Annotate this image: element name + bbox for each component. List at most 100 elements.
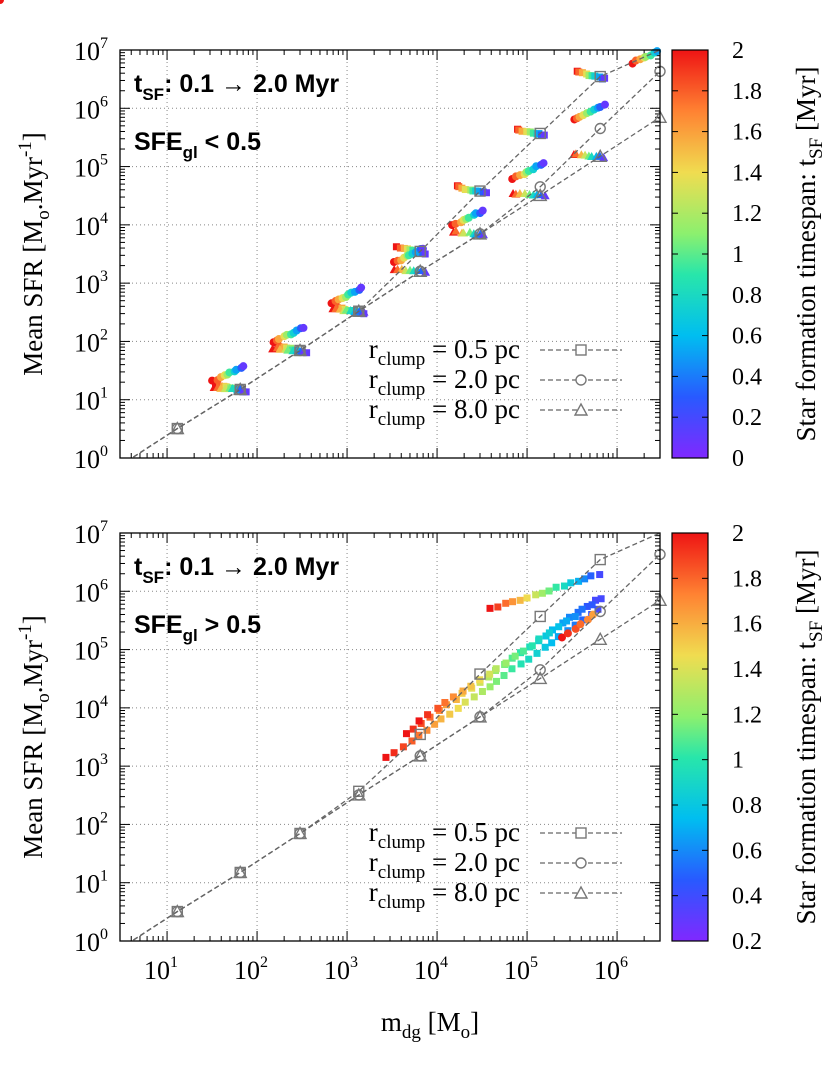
legend-marker-triangle bbox=[573, 402, 589, 416]
sim-point bbox=[545, 629, 553, 637]
series-marker-circle bbox=[594, 122, 606, 135]
sim-point bbox=[459, 228, 469, 237]
colorbar-tick-label: 0.6 bbox=[732, 838, 762, 864]
sim-point bbox=[441, 698, 449, 706]
sim-point bbox=[486, 683, 494, 691]
sim-point bbox=[478, 688, 486, 696]
sim-point bbox=[583, 602, 591, 610]
series-marker-triangle bbox=[292, 825, 308, 840]
sim-point bbox=[478, 206, 487, 215]
sim-point bbox=[532, 591, 540, 599]
series-marker-triangle bbox=[292, 342, 308, 357]
sim-point bbox=[467, 682, 475, 690]
x-tick-label: 106 bbox=[594, 954, 628, 985]
y-tick-label: 106 bbox=[74, 576, 108, 607]
legend-label: rclump = 2.0 pc bbox=[369, 847, 520, 883]
sim-point bbox=[415, 717, 423, 725]
sim-point bbox=[555, 623, 563, 631]
sim-point bbox=[523, 128, 531, 136]
colorbar-tick-label: 1.8 bbox=[732, 79, 762, 105]
colorbar-tick-label: 0.8 bbox=[732, 283, 762, 309]
sim-point bbox=[578, 605, 586, 613]
series-marker-triangle bbox=[170, 904, 185, 918]
series-marker-square bbox=[534, 127, 546, 140]
sim-point bbox=[494, 603, 502, 611]
sim-point bbox=[594, 605, 602, 613]
series-marker-square bbox=[534, 610, 546, 623]
plot-frame bbox=[119, 532, 661, 942]
sim-point bbox=[525, 655, 533, 663]
sim-point bbox=[560, 582, 568, 590]
colorbar-tick-label: 0.6 bbox=[732, 324, 762, 350]
colorbar-tick-label: 1.2 bbox=[732, 702, 762, 728]
sim-point bbox=[509, 598, 517, 606]
colorbar: 0 0.2 0.4 0.6 0.8 1 1.2 1.4 1.6 1.8 2 Star formatio… bbox=[671, 38, 827, 472]
sim-point bbox=[539, 159, 548, 168]
colorbar-gradient bbox=[671, 532, 709, 942]
sim-point bbox=[574, 608, 582, 616]
sim-point bbox=[600, 100, 609, 109]
colorbar-tick-label: 1.6 bbox=[732, 120, 762, 146]
sim-point bbox=[528, 642, 536, 650]
ticks: 100 101 102 103 104 105 106 107 bbox=[74, 35, 661, 474]
x-tick-label: 101 bbox=[144, 954, 178, 985]
y-axis-label: Mean SFR [Mo.Myr-1] bbox=[15, 615, 54, 859]
sim-point bbox=[511, 652, 519, 660]
sim-point bbox=[459, 687, 467, 695]
colorbar-tick-label: 1 bbox=[732, 242, 744, 268]
sim-point bbox=[0, 0, 4, 4]
colorbar-tick-label: 1 bbox=[732, 748, 744, 774]
sim-point bbox=[402, 730, 410, 738]
sim-point bbox=[409, 725, 417, 733]
legend-marker-circle bbox=[575, 374, 587, 386]
colorbar-tick-label: 0.4 bbox=[732, 884, 762, 910]
y-tick-label: 103 bbox=[74, 751, 108, 782]
sim-point bbox=[575, 68, 583, 76]
series-marker-square bbox=[474, 668, 486, 680]
sim-point bbox=[552, 583, 560, 591]
sim-point bbox=[492, 677, 500, 685]
legend-marker-circle bbox=[575, 857, 587, 869]
sim-point bbox=[545, 587, 553, 595]
sim-point bbox=[588, 601, 596, 609]
sim-point bbox=[519, 647, 527, 655]
colorbar-label: Star formation timespan: tSF [Myr] bbox=[791, 549, 827, 924]
sim-point bbox=[392, 243, 400, 251]
y-tick-label: 100 bbox=[74, 443, 108, 474]
x-tick-label: 102 bbox=[234, 954, 268, 985]
series-marker-triangle bbox=[472, 709, 488, 723]
plot-frame bbox=[119, 49, 661, 459]
series-marker-triangle bbox=[170, 421, 185, 435]
series-marker-circle bbox=[594, 605, 606, 618]
series-marker-triangle bbox=[351, 787, 366, 801]
sim-point bbox=[299, 346, 309, 355]
sim-point bbox=[239, 362, 248, 371]
sim-point bbox=[579, 616, 587, 624]
sim-point bbox=[559, 619, 567, 627]
y-tick-label: 102 bbox=[74, 326, 108, 357]
series-marker-triangle bbox=[351, 303, 366, 317]
sim-point bbox=[516, 596, 524, 604]
y-tick-label: 100 bbox=[74, 926, 108, 957]
sim-point bbox=[592, 596, 600, 604]
series-line-triangle bbox=[130, 116, 660, 458]
sim-point bbox=[434, 704, 442, 712]
sim-point bbox=[437, 715, 445, 723]
sim-point bbox=[212, 380, 220, 388]
series-marker-circle bbox=[534, 181, 546, 193]
sim-point bbox=[533, 649, 541, 657]
y-tick-label: 107 bbox=[74, 518, 108, 549]
series-marker-triangle bbox=[413, 748, 428, 762]
sim-point bbox=[563, 629, 572, 638]
simulation-points bbox=[0, 0, 605, 761]
series-marker-triangle bbox=[233, 381, 248, 396]
y-tick-label: 104 bbox=[74, 210, 108, 241]
ticks: 100 101 102 103 104 105 106 107 101 102 103 104 105 1… bbox=[74, 518, 661, 985]
sim-point bbox=[396, 244, 404, 252]
y-tick-label: 106 bbox=[74, 93, 108, 124]
annotation-tsf: tSF: 0.1 → 2.0 Myr bbox=[134, 553, 339, 587]
colorbar-tick-label: 0.2 bbox=[732, 929, 762, 955]
series-marker-square bbox=[474, 185, 486, 197]
sim-point bbox=[517, 660, 525, 668]
